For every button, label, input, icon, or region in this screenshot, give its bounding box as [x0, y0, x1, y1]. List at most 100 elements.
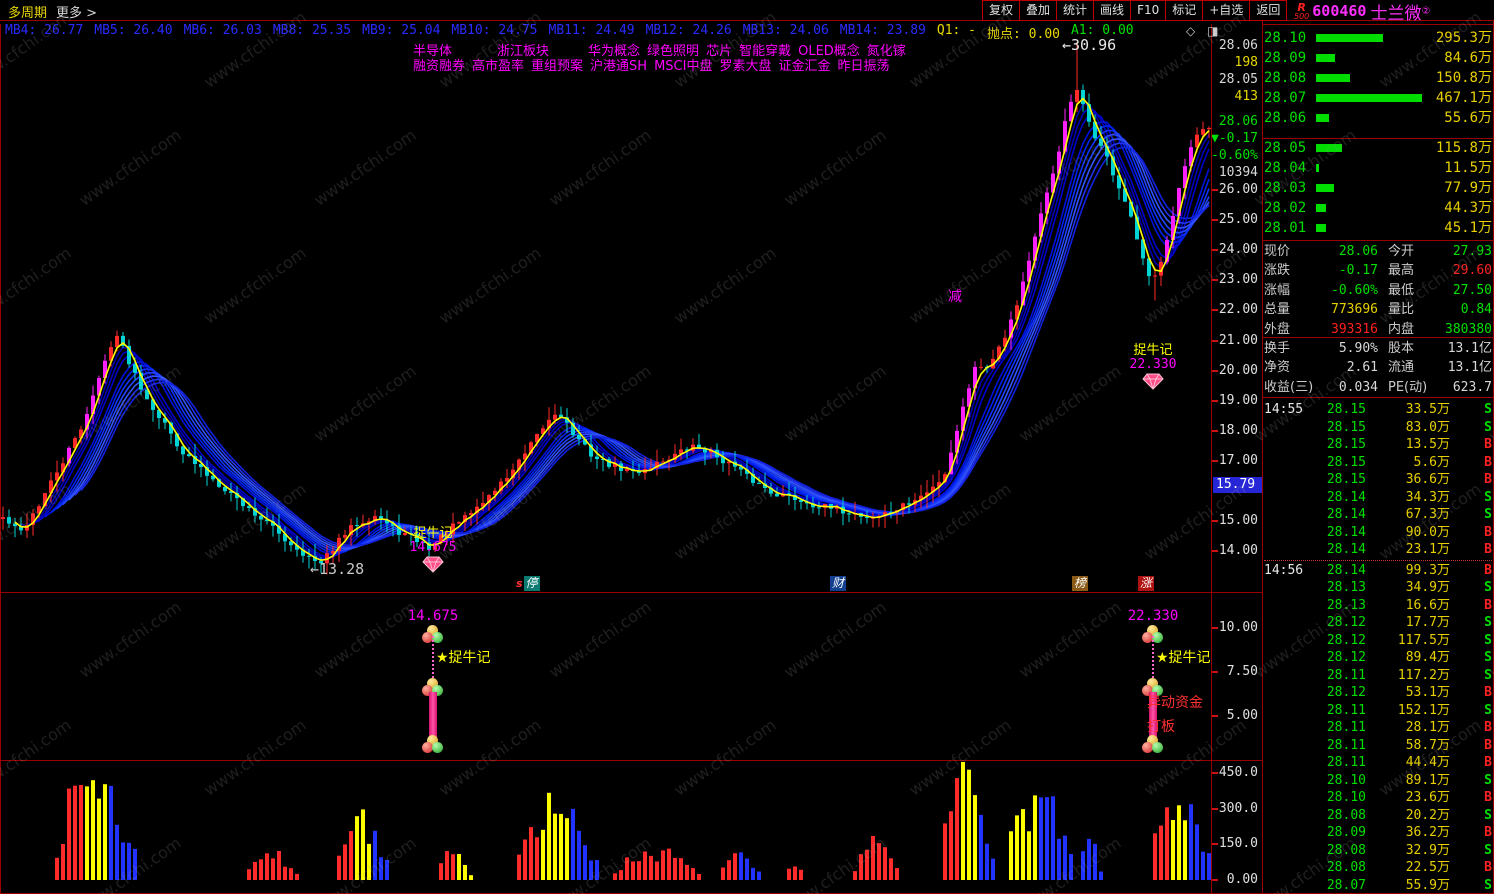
candle-body [997, 346, 1001, 359]
trade-tape[interactable]: 14:55 28.15 33.5万 S 28.15 83.0万 S 28.15 13.5万 B 28… [1264, 401, 1492, 894]
trade-direction: B [1484, 562, 1492, 578]
signal-panel: 14.675 ★捉牛记 22.330 ★捉牛记 异动资金 打板 [0, 592, 1212, 760]
order-book-row[interactable]: 28.03 77.9万 [1264, 178, 1492, 198]
concept-tag[interactable]: 绿色照明 [647, 44, 700, 59]
candle-body [133, 364, 137, 373]
volume-bar [439, 863, 443, 880]
concept-tags-row2: 融资融券 高市盈率 重组预案 沪港通SH MSCI中盘 罗素大盘 证金汇金 昨日振荡 [413, 55, 890, 74]
volume-bar [691, 868, 695, 880]
trade-price: 28.14 [1326, 562, 1366, 578]
concept-tag[interactable]: 浙江板块 [497, 44, 550, 59]
quote-info-row: 涨幅 -0.60% 最低 27.50 [1264, 281, 1492, 300]
candle-body [463, 515, 467, 523]
multi-period-label[interactable]: 多周期 [8, 6, 48, 21]
candle-body [1171, 215, 1175, 241]
event-marker[interactable]: 涨 [1138, 576, 1154, 591]
toolbar-button-画线[interactable]: 画线 [1093, 0, 1132, 21]
candle-body [595, 456, 599, 459]
ma-fast-line [14, 97, 1210, 562]
candle-body [247, 506, 251, 508]
concept-tag[interactable]: 华为概念 [588, 44, 641, 59]
order-book-bar-zone [1316, 34, 1422, 42]
order-book-row[interactable]: 28.08 150.8万 [1264, 68, 1492, 88]
trade-volume: 23.6万 [1405, 790, 1450, 805]
concept-tag[interactable]: 沪港通SH [590, 59, 648, 74]
order-book-bar [1316, 144, 1342, 152]
order-book-row[interactable]: 28.06 55.6万 [1264, 108, 1492, 128]
toolbar-button-F10[interactable]: F10 [1130, 0, 1167, 21]
trade-time [1264, 506, 1308, 524]
concept-tag[interactable]: 昨日振荡 [837, 59, 890, 74]
candle-body [439, 534, 443, 543]
candle-body [349, 525, 353, 536]
volume-bar [889, 858, 893, 880]
candle-body [1033, 236, 1037, 261]
concept-tag[interactable]: 芯片 [706, 44, 733, 59]
order-book-bar-zone [1316, 224, 1422, 232]
candle-body [43, 493, 47, 507]
candle-body [907, 503, 911, 505]
concept-tag[interactable]: 氮化镓 [866, 44, 906, 59]
volume-bar [463, 865, 467, 880]
candle-body [139, 372, 143, 390]
volume-bar [1195, 824, 1199, 880]
event-marker[interactable]: 榜 [1072, 576, 1088, 591]
toolbar-button-叠加[interactable]: 叠加 [1019, 0, 1058, 21]
candle-body [271, 521, 275, 526]
marker-diamond-icon[interactable]: ◇ [1186, 24, 1196, 38]
trade-time [1264, 684, 1308, 702]
order-book-row[interactable]: 28.09 84.6万 [1264, 48, 1492, 68]
ma-ribbon-line [68, 138, 1210, 550]
concept-tag[interactable]: MSCI中盘 [654, 59, 713, 74]
volume-bar [517, 854, 521, 880]
candle-body [91, 395, 95, 414]
volume-bar [943, 823, 947, 880]
order-book-row[interactable]: 28.04 11.5万 [1264, 158, 1492, 178]
trade-row: 28.14 23.1万 B [1264, 541, 1492, 559]
titlebar: 多周期 更多 > 复权 叠加 统计 画线 F10 标记 +自选 返回 [0, 0, 1494, 21]
volume-chart[interactable] [0, 760, 1212, 894]
concept-tag[interactable]: 罗素大盘 [719, 59, 772, 74]
volume-bar [361, 809, 365, 880]
toolbar-button-+自选[interactable]: +自选 [1202, 0, 1251, 21]
order-book-price: 28.01 [1264, 220, 1307, 236]
toolbar-button-统计[interactable]: 统计 [1056, 0, 1095, 21]
order-book-row[interactable]: 28.10 295.3万 [1264, 28, 1492, 48]
candle-body [751, 473, 755, 483]
order-book-row[interactable]: 28.05 115.8万 [1264, 138, 1492, 158]
volume-bar [979, 814, 983, 880]
trade-row: 28.12 53.1万 B [1264, 684, 1492, 702]
toolbar-button-返回[interactable]: 返回 [1249, 0, 1288, 21]
concept-tag[interactable]: 融资融券 [413, 59, 466, 74]
concept-tag[interactable]: 证金汇金 [778, 59, 831, 74]
order-book-row[interactable]: 28.02 44.3万 [1264, 198, 1492, 218]
candle-body [943, 474, 947, 483]
volume-bar [787, 868, 791, 880]
volume-bar [127, 842, 131, 880]
candle-body [397, 525, 401, 535]
main-candlestick-chart[interactable] [0, 41, 1212, 592]
toolbar-button-标记[interactable]: 标记 [1165, 0, 1204, 21]
candle-body [391, 523, 395, 526]
concept-tag[interactable]: OLED概念 [798, 44, 860, 59]
more-link[interactable]: 更多 > [56, 6, 98, 21]
volume-bar [295, 873, 299, 880]
panel-toggle-icon[interactable]: ◨ [1207, 24, 1219, 38]
order-book-row[interactable]: 28.01 45.1万 [1264, 218, 1492, 238]
candle-body [1045, 192, 1049, 214]
concept-tag[interactable]: 半导体 [413, 44, 453, 59]
concept-tag[interactable]: 智能穿戴 [739, 44, 792, 59]
trade-price: 28.15 [1326, 472, 1366, 487]
toolbar-button-复权[interactable]: 复权 [982, 0, 1021, 21]
volume-bar [1033, 795, 1037, 880]
axis-tick-mark [1212, 399, 1218, 402]
axis-tick-mark [1212, 520, 1218, 523]
event-marker[interactable]: 财 [830, 576, 846, 591]
concept-tag[interactable]: 高市盈率 [472, 59, 525, 74]
candle-body [307, 555, 311, 557]
order-book-row[interactable]: 28.07 467.1万 [1264, 88, 1492, 108]
concept-tag[interactable]: 重组预案 [531, 59, 584, 74]
event-marker-glyph: 榜 [1072, 576, 1088, 591]
trade-volume: 33.5万 [1405, 402, 1450, 417]
